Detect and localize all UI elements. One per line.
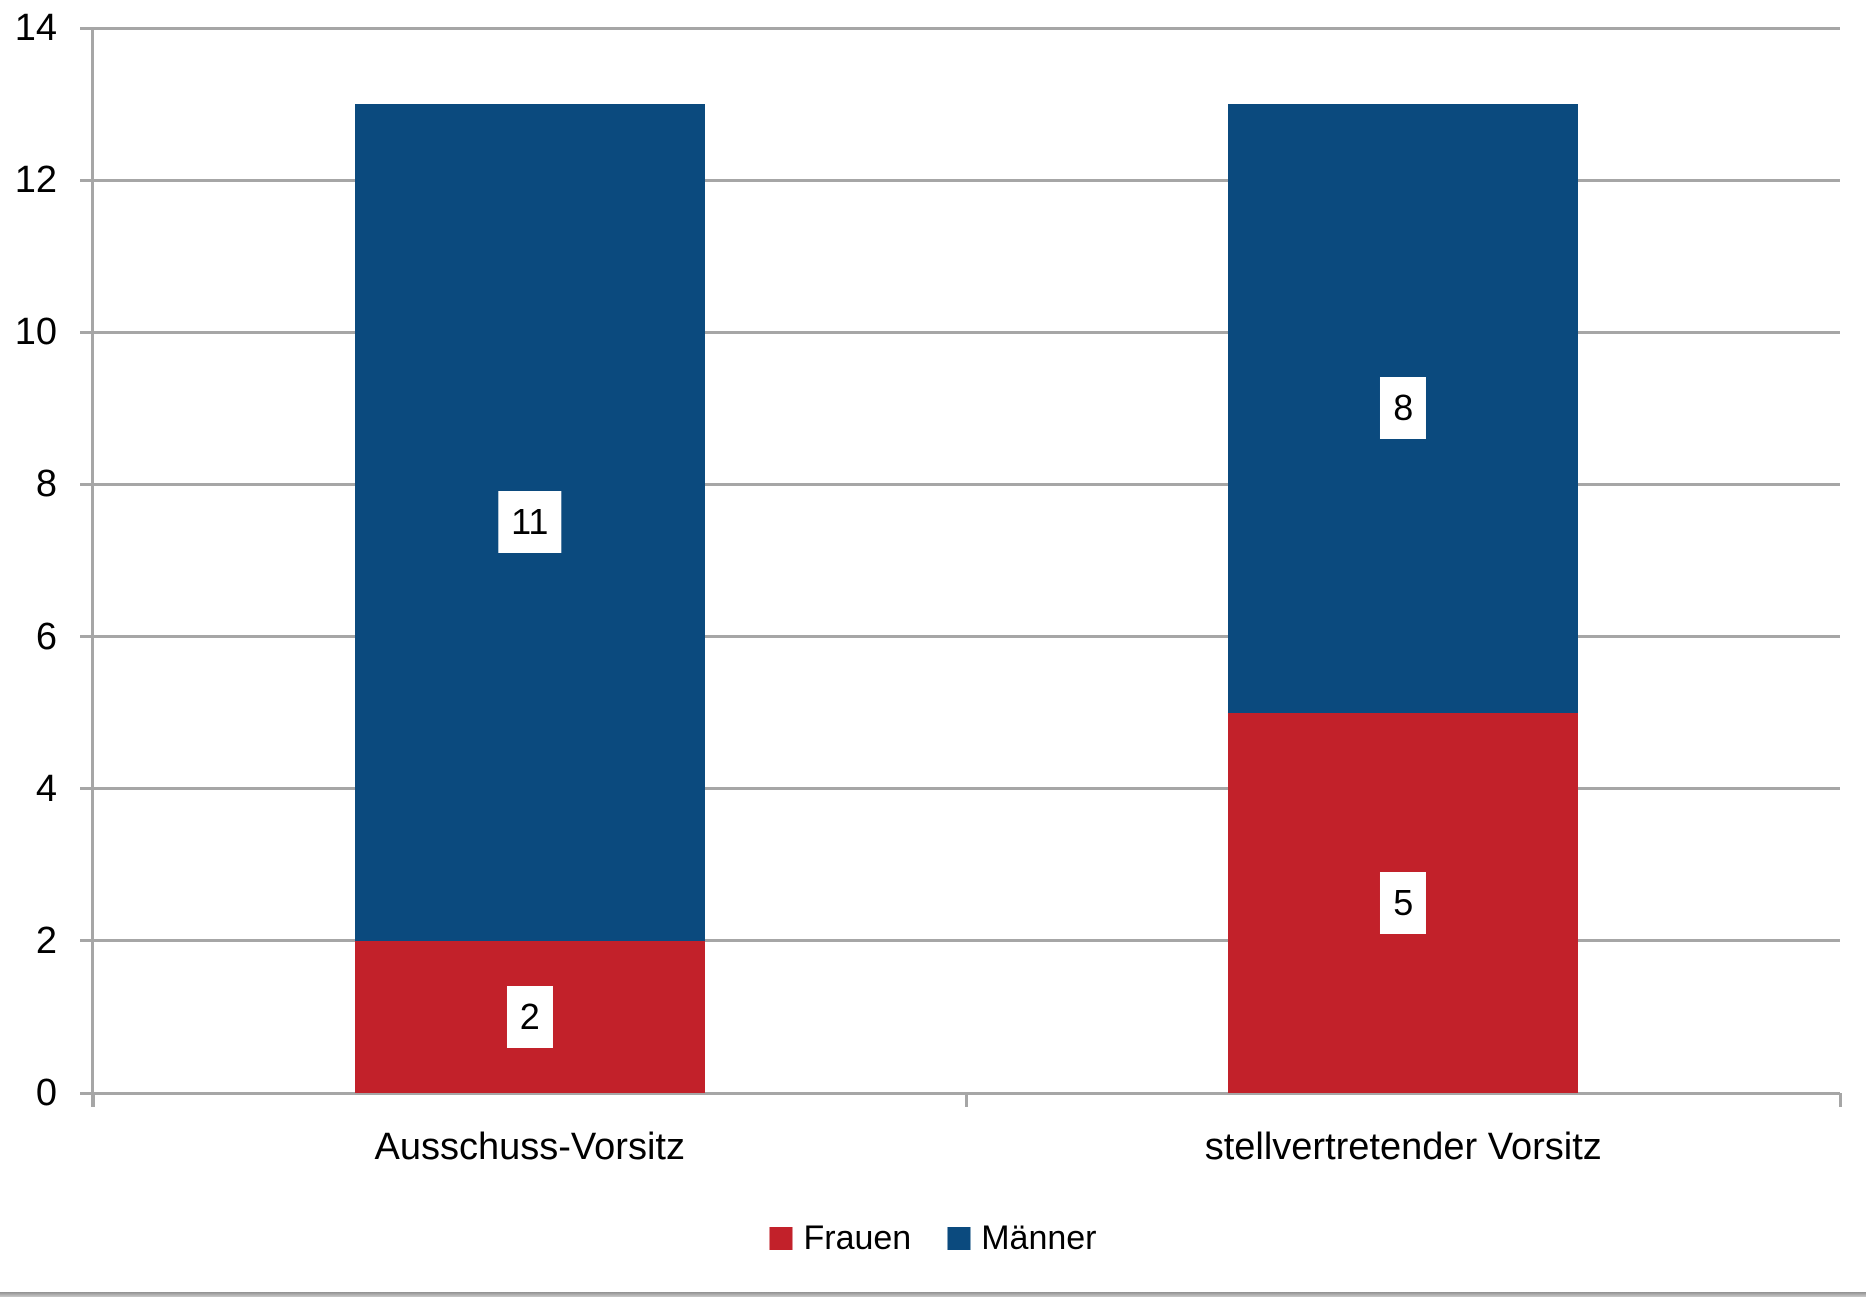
x-axis-tick-mark [965, 1093, 968, 1107]
y-axis-tick-label: 12 [14, 159, 57, 202]
category-label: stellvertretender Vorsitz [1204, 1126, 1602, 1168]
gridline [93, 330, 1840, 334]
y-axis-tick-mark [80, 482, 93, 486]
gridline [93, 939, 1840, 943]
y-axis-tick-mark [80, 330, 93, 334]
x-axis-tick-mark [1838, 1093, 1842, 1107]
y-axis-tick-label: 10 [14, 311, 57, 354]
legend-swatch-icon [769, 1226, 793, 1250]
y-axis-tick-label: 0 [35, 1072, 57, 1114]
y-axis-tick-label: 4 [35, 767, 57, 810]
data-label: 5 [1380, 871, 1427, 934]
y-axis-tick-label: 2 [35, 919, 57, 962]
bottom-divider [0, 1292, 1866, 1297]
y-axis-tick-mark [80, 635, 93, 639]
data-label: 8 [1380, 377, 1427, 440]
x-axis-tick-mark [91, 1093, 95, 1107]
y-axis-line [91, 28, 94, 1107]
gridline [93, 178, 1840, 182]
y-axis-tick-label: 8 [35, 463, 57, 506]
y-axis-tick-label: 6 [35, 615, 57, 658]
legend-swatch-icon [947, 1226, 971, 1250]
y-axis-tick-mark [80, 787, 93, 791]
gridline [93, 26, 1840, 30]
data-label: 11 [498, 491, 562, 554]
gridline [93, 482, 1840, 486]
x-axis-line [80, 1091, 1840, 1095]
data-label: 2 [506, 985, 553, 1048]
gridline [93, 787, 1840, 791]
y-axis-tick-label: 14 [14, 7, 57, 49]
legend-label: Frauen [803, 1219, 912, 1257]
y-axis-tick-mark [80, 26, 93, 30]
legend: Frauen Männer [769, 1214, 1097, 1262]
gridline [93, 635, 1840, 639]
legend-item-männer: Männer [947, 1214, 1097, 1262]
y-axis-tick-mark [80, 178, 93, 182]
y-axis-tick-mark [80, 939, 93, 943]
legend-item-frauen: Frauen [769, 1214, 911, 1262]
category-label: Ausschuss-Vorsitz [374, 1126, 685, 1168]
legend-label: Männer [981, 1219, 1097, 1257]
